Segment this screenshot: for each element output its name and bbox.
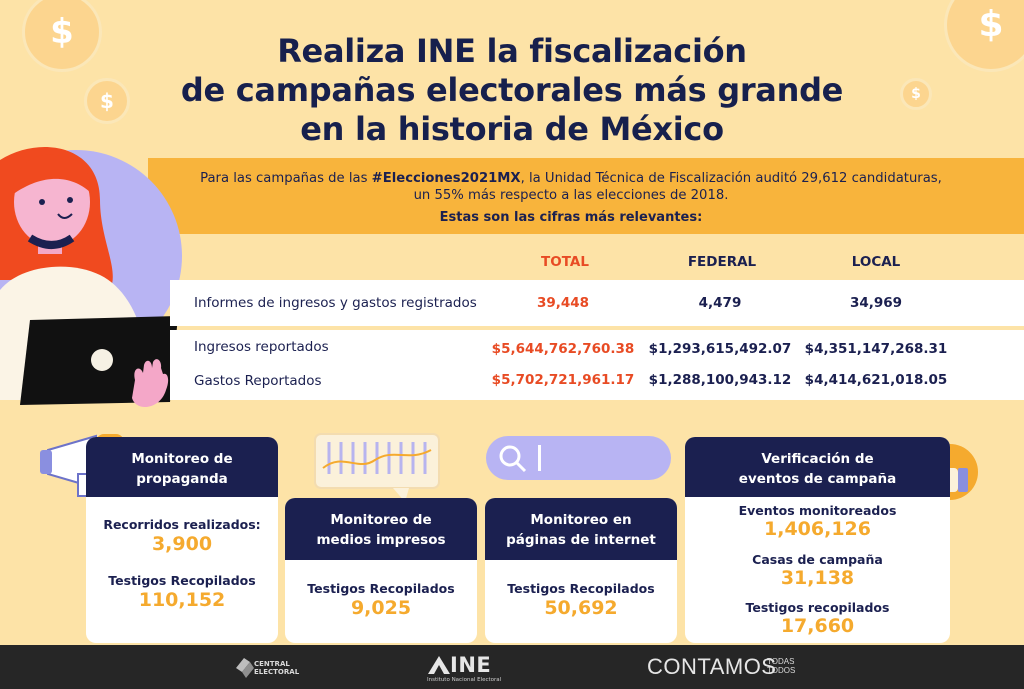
row-label: Gastos Reportados: [194, 373, 322, 389]
stat-value: 3,900: [151, 533, 213, 555]
cell-local: $4,414,621,018.05: [804, 372, 948, 388]
title-line: en la historia de México: [300, 110, 724, 148]
stat-value: 31,138: [780, 567, 855, 589]
card-monitoreo-propaganda: Monitoreo de propaganda Recorridos reali…: [86, 437, 278, 643]
newspaper-icon: [314, 433, 440, 502]
table-header-local: LOCAL: [851, 254, 901, 270]
cell-local: 34,969: [849, 295, 903, 311]
table-row: [170, 330, 1024, 400]
stat-value: 50,692: [544, 597, 618, 619]
cell-total: $5,644,762,760.38: [491, 341, 635, 357]
intro-suffix: , la Unidad Técnica de Fiscalización aud…: [520, 171, 942, 186]
stat-label: Testigos Recopilados: [108, 573, 256, 588]
text-cursor: [538, 445, 541, 471]
page-title: Realiza INE la fiscalización de campañas…: [130, 32, 894, 149]
table-header-federal: FEDERAL: [687, 254, 757, 270]
title-line: de campañas electorales más grande: [180, 71, 844, 109]
row-label: Ingresos reportados: [194, 339, 329, 355]
search-icon: [499, 445, 527, 473]
ine-logo-icon: [428, 656, 450, 674]
stat-label: Recorridos realizados:: [103, 517, 261, 532]
cell-federal: $1,288,100,943.12: [648, 372, 792, 388]
intro-subtitle: Estas son las cifras más relevantes:: [439, 210, 703, 225]
intro-band: Para las campañas de las #Elecciones2021…: [148, 158, 1024, 234]
card-title: Verificación de: [761, 451, 874, 467]
card-title: Monitoreo en: [530, 512, 632, 528]
footer-text: TODAS: [767, 657, 795, 666]
dollar-coin-icon: $: [22, 0, 102, 72]
intro-line2: un 55% más respecto a las elecciones de …: [413, 188, 729, 203]
card-header: Monitoreo en páginas de internet: [485, 498, 677, 560]
card-paginas-internet: Monitoreo en páginas de internet Testigo…: [485, 498, 677, 643]
card-header: Verificación de eventos de campaña: [685, 437, 950, 497]
intro-prefix: Para las campañas de las: [200, 171, 372, 186]
stat-value: 9,025: [350, 597, 412, 619]
stat-label: Testigos Recopilados: [307, 581, 455, 596]
dollar-coin-icon: $: [944, 0, 1024, 72]
stat-label: Casas de campaña: [752, 552, 883, 567]
card-title: propaganda: [136, 471, 228, 487]
cell-local: $4,351,147,268.31: [804, 341, 948, 357]
hashtag: #Elecciones2021MX: [371, 171, 521, 186]
ine-logo-text: INE: [450, 653, 492, 677]
contamos-side-text: TODAS TODOS: [767, 657, 795, 675]
card-medios-impresos: Monitoreo de medios impresos Testigos Re…: [285, 498, 477, 643]
footer-text: CENTRAL: [254, 660, 290, 668]
stat-label: Eventos monitoreados: [738, 503, 897, 518]
central-electoral-text: CENTRAL ELECTORAL: [254, 660, 299, 676]
stat-value: 1,406,126: [764, 518, 871, 540]
search-bar-illustration: [486, 436, 671, 480]
intro-text: Para las campañas de las #Elecciones2021…: [178, 170, 964, 204]
title-line: Realiza INE la fiscalización: [277, 32, 747, 70]
contamos-logo-text: CONTAMOS: [647, 654, 777, 679]
stat-value: 110,152: [138, 589, 226, 611]
woman-with-laptop-icon: [0, 147, 178, 408]
row-label: Informes de ingresos y gastos registrado…: [194, 295, 477, 311]
central-electoral-logo: [236, 658, 254, 678]
stat-value: 17,660: [780, 615, 855, 637]
cell-total: 39,448: [536, 295, 590, 311]
footer: CENTRAL ELECTORAL INE Instituto Nacional…: [0, 645, 1024, 689]
dollar-coin-icon: $: [900, 78, 932, 110]
ine-subtitle: Instituto Nacional Electoral: [427, 677, 502, 683]
dollar-coin-icon: $: [84, 78, 130, 124]
stat-label: Testigos recopilados: [745, 600, 890, 615]
cell-total: $5,702,721,961.17: [491, 372, 635, 388]
card-header: Monitoreo de propaganda: [86, 437, 278, 497]
card-title: medios impresos: [316, 532, 446, 548]
card-title: páginas de internet: [506, 532, 656, 548]
card-header: Monitoreo de medios impresos: [285, 498, 477, 560]
footer-text: ELECTORAL: [254, 668, 300, 676]
cell-federal: $1,293,615,492.07: [648, 341, 792, 357]
cell-federal: 4,479: [698, 295, 742, 311]
table-row: [170, 280, 1024, 326]
footer-text: TODOS: [767, 666, 796, 675]
stat-label: Testigos Recopilados: [507, 581, 655, 596]
card-title: Monitoreo de: [330, 512, 432, 528]
table-header-total: TOTAL: [541, 254, 589, 270]
card-eventos-campana: Verificación de eventos de campaña Event…: [685, 437, 950, 643]
card-title: eventos de campaña: [738, 471, 897, 487]
card-title: Monitoreo de: [131, 451, 233, 467]
